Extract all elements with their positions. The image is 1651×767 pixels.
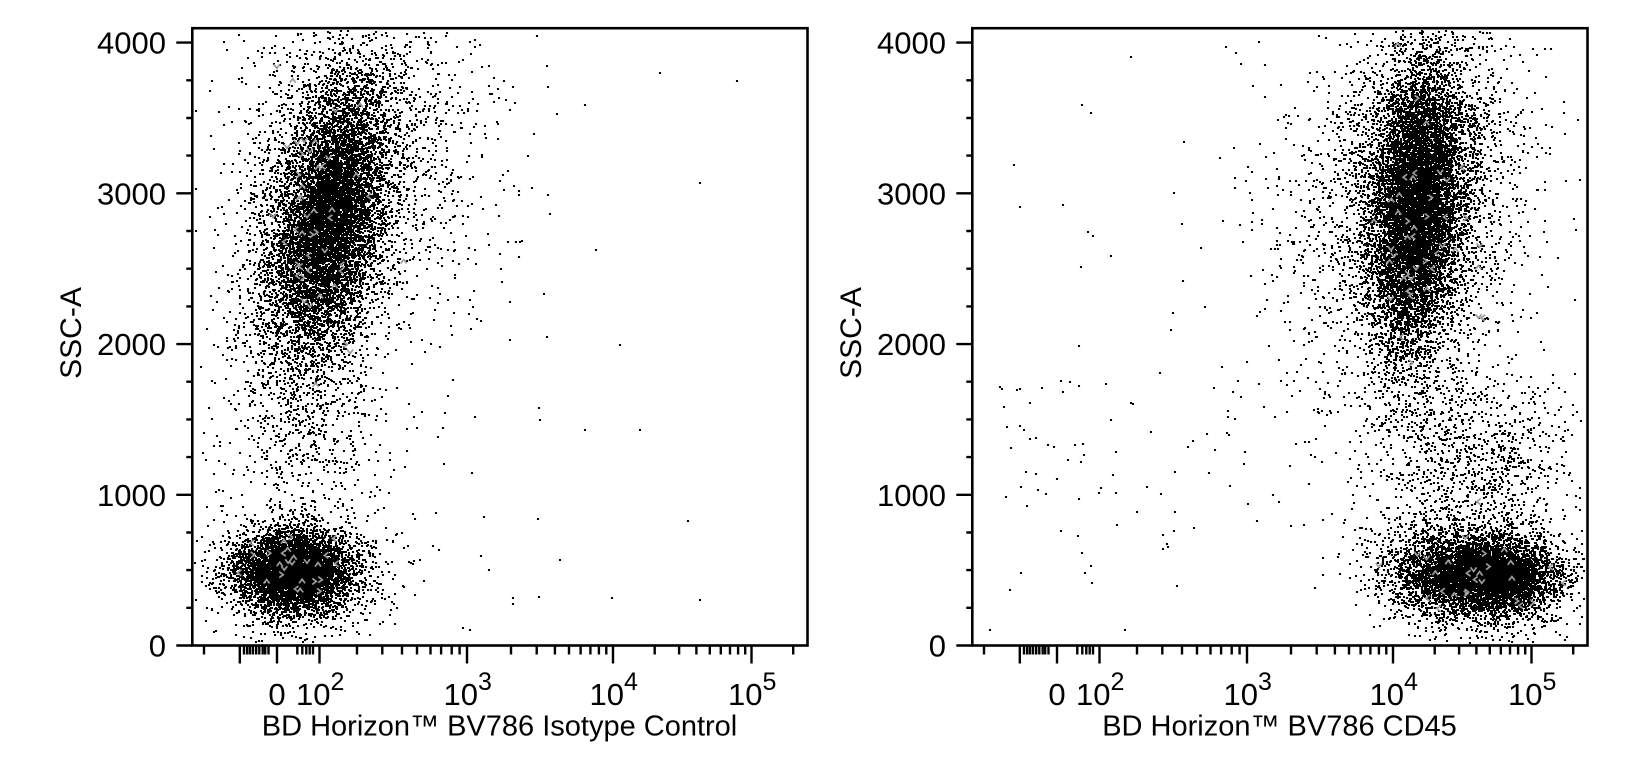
svg-text:2000: 2000 (877, 327, 946, 362)
svg-text:0: 0 (149, 629, 166, 664)
svg-text:3000: 3000 (97, 176, 166, 211)
svg-text:1000: 1000 (97, 478, 166, 513)
svg-text:SSC-A: SSC-A (55, 287, 88, 379)
svg-text:4000: 4000 (877, 26, 946, 61)
svg-text:1000: 1000 (877, 478, 946, 513)
svg-text:SSC-A: SSC-A (835, 287, 868, 379)
svg-text:BD Horizon™ BV786 CD45: BD Horizon™ BV786 CD45 (1102, 711, 1457, 743)
svg-text:3000: 3000 (877, 176, 946, 211)
svg-text:2000: 2000 (97, 327, 166, 362)
svg-text:0: 0 (1048, 677, 1065, 712)
svg-text:BD Horizon™ BV786 Isotype Cont: BD Horizon™ BV786 Isotype Control (262, 711, 738, 743)
svg-text:0: 0 (268, 677, 285, 712)
svg-text:0: 0 (929, 629, 946, 664)
svg-text:4000: 4000 (97, 26, 166, 61)
